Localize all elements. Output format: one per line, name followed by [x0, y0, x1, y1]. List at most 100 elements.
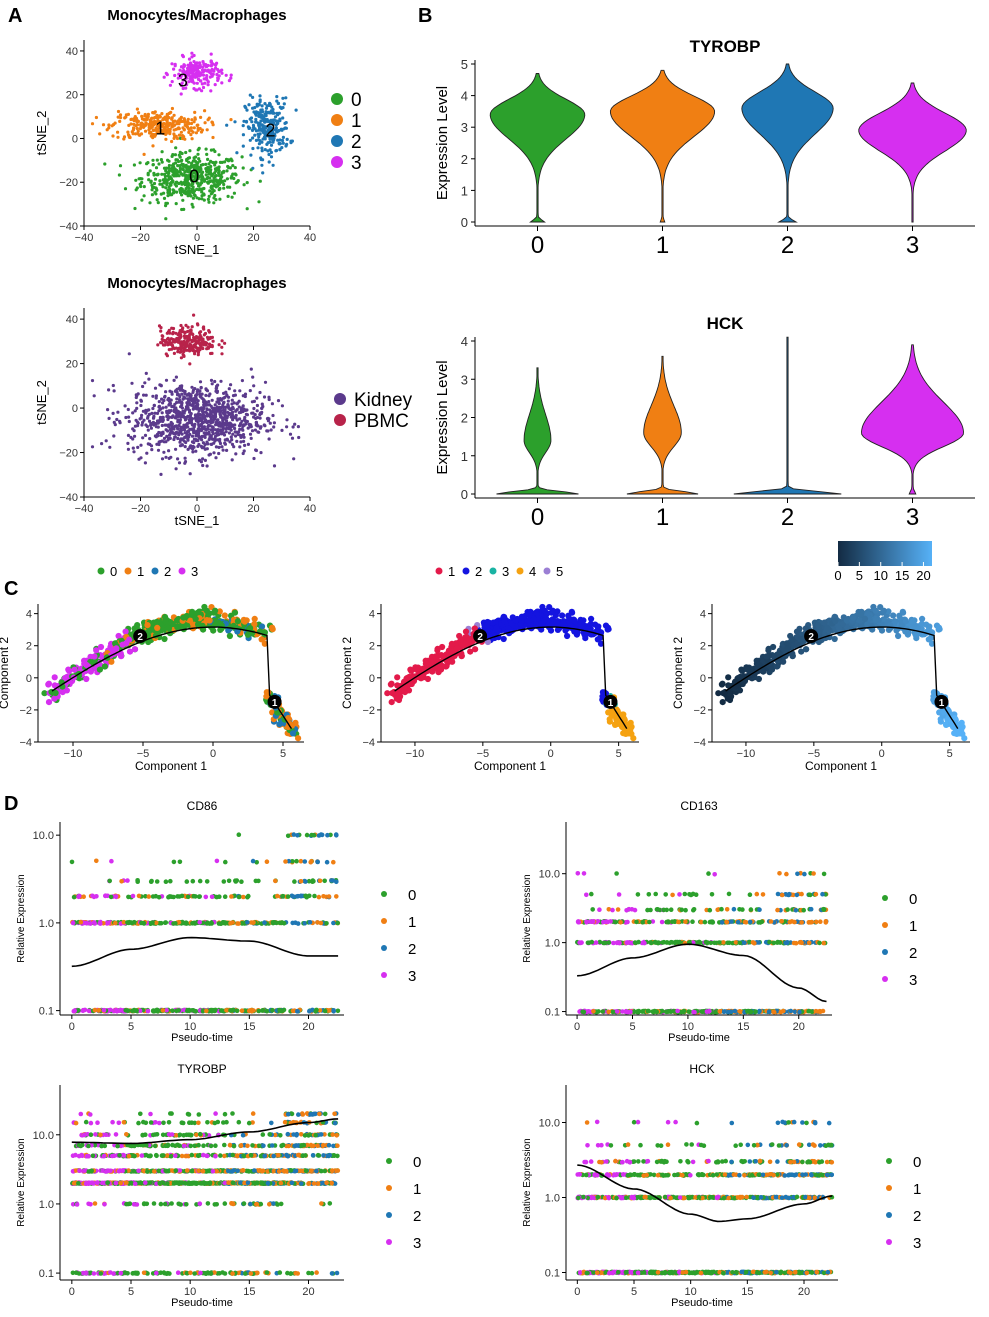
cell-point: [200, 339, 204, 343]
cell-point: [254, 120, 258, 124]
cell-point: [241, 618, 248, 625]
cell-point: [164, 405, 168, 409]
cell-point: [186, 170, 190, 174]
cell-point: [194, 397, 198, 401]
cell-point: [170, 62, 174, 66]
cell-point: [164, 352, 168, 356]
cell-point: [139, 456, 143, 460]
cell-point: [91, 653, 98, 660]
cell-point: [269, 624, 276, 631]
cell-point: [189, 345, 193, 349]
cell-point: [271, 129, 275, 133]
cell-point: [206, 63, 210, 68]
cell-point: [824, 624, 831, 632]
cell-point: [269, 428, 273, 432]
cell-point: [188, 403, 192, 407]
cell-point: [424, 675, 431, 683]
cell-point: [186, 126, 190, 130]
cell-point: [140, 124, 145, 128]
cell-point: [204, 173, 208, 177]
cell-point: [196, 123, 200, 127]
cell-point: [251, 95, 255, 99]
cell-point: [210, 121, 215, 125]
cell-point: [167, 163, 171, 168]
cell-point: [271, 111, 275, 115]
cell-point: [167, 410, 171, 415]
cell-point: [180, 81, 184, 85]
cell-point: [270, 402, 274, 406]
cell-point: [140, 121, 144, 125]
cell-point: [268, 421, 272, 425]
legend-label: 2: [351, 132, 362, 153]
cell-point: [241, 404, 245, 408]
cell-point: [175, 397, 179, 401]
cell-point: [218, 197, 222, 201]
cell-point: [137, 133, 141, 137]
cell-point: [258, 413, 262, 417]
cell-point: [230, 195, 234, 199]
cell-point: [224, 430, 228, 434]
cell-point: [194, 62, 198, 66]
cell-point: [145, 638, 152, 646]
cell-point: [181, 65, 185, 70]
cell-point: [160, 150, 164, 154]
cell-point: [189, 126, 193, 130]
cell-point: [133, 132, 138, 136]
cell-point: [902, 618, 910, 625]
cell-point: [177, 174, 181, 178]
x-tick-label: −40: [75, 503, 94, 515]
cell-point: [210, 351, 214, 355]
cell-point: [224, 405, 228, 409]
cell-point: [199, 73, 203, 77]
cell-point: [143, 114, 147, 118]
cell-point: [424, 661, 431, 668]
cell-point: [186, 156, 190, 160]
cell-point: [233, 430, 237, 434]
cell-point: [154, 192, 158, 196]
x-tick-label: 40: [304, 232, 316, 244]
cell-point: [604, 624, 612, 631]
cell-point: [172, 351, 176, 355]
cell-point: [214, 445, 218, 449]
cell-point: [262, 395, 267, 399]
cell-point: [186, 407, 190, 411]
cell-point: [217, 153, 221, 157]
cell-point: [193, 387, 197, 391]
cell-point: [212, 451, 216, 455]
cell-point: [132, 429, 136, 433]
cell-point: [209, 89, 213, 93]
cell-point: [215, 180, 219, 184]
chart-title: Monocytes/Macrophages: [107, 7, 286, 24]
cell-point: [214, 456, 218, 460]
cell-point: [160, 411, 164, 415]
cell-point: [209, 59, 213, 63]
chart-title: CD86: [187, 799, 218, 813]
cell-point: [186, 336, 190, 340]
cell-point: [192, 193, 197, 197]
cell-point: [290, 436, 295, 440]
cell-point: [961, 735, 968, 742]
cell-point: [217, 343, 221, 347]
cell-point: [250, 128, 255, 132]
cell-point: [255, 409, 259, 413]
cell-point: [198, 343, 203, 347]
cell-point: [187, 68, 191, 72]
cell-point: [207, 423, 211, 427]
cell-point: [170, 326, 174, 330]
cell-point: [218, 412, 222, 416]
cell-point: [248, 138, 252, 142]
cell-point: [149, 423, 153, 427]
cell-point: [193, 73, 197, 77]
cell-point: [230, 174, 234, 178]
cell-point: [241, 451, 245, 456]
panel-label-d: D: [4, 793, 18, 815]
x-axis-label: Component 1: [805, 759, 877, 773]
cell-point: [263, 148, 267, 152]
cell-point: [207, 116, 211, 120]
cell-point: [209, 64, 213, 68]
cell-point: [250, 411, 254, 415]
cell-point: [232, 445, 236, 449]
cell-point: [180, 343, 184, 347]
cell-point: [135, 120, 139, 124]
cell-point: [241, 166, 245, 170]
